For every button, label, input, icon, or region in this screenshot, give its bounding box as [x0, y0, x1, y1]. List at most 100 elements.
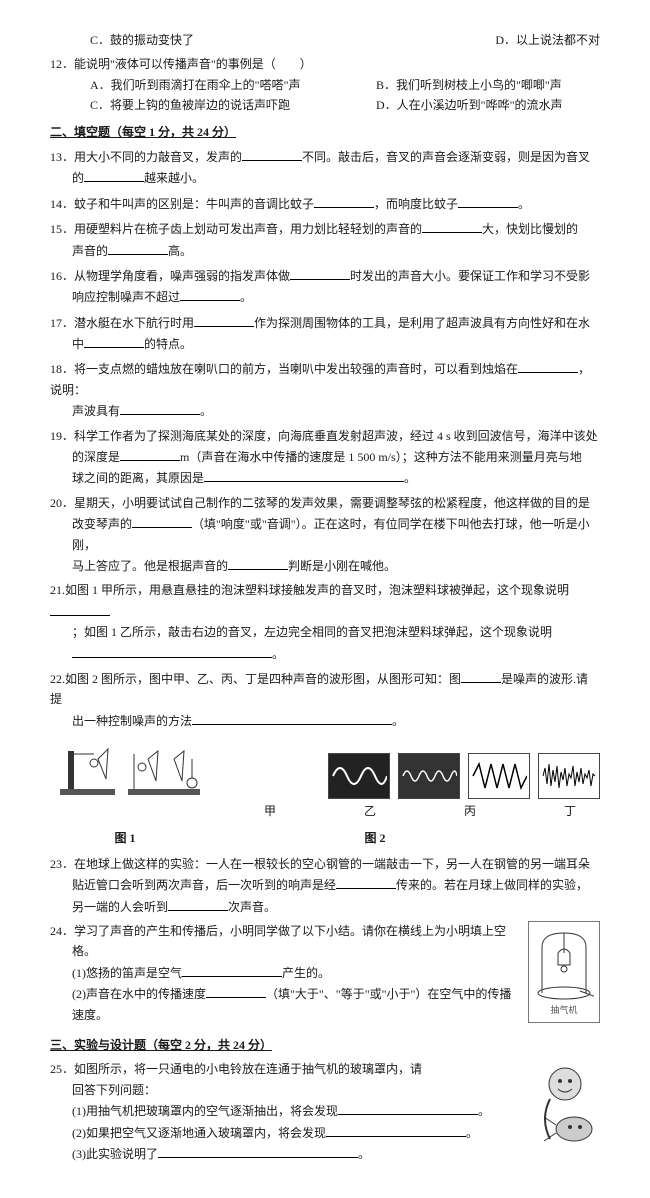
q18: 18．将一支点燃的蜡烛放在喇叭口的前方，当喇叭中发出较强的声音时，可以看到烛焰在… [50, 358, 600, 421]
q25-p7: (3)此实验说明了 [72, 1147, 158, 1161]
fig1-jia-icon [50, 739, 120, 799]
q23-p3: 传来的。若在月球上做同样的实验， [396, 878, 588, 892]
q15-p3: 声音的 [72, 244, 108, 258]
blank[interactable] [120, 446, 180, 461]
q16: 16．从物理学角度看，噪声强弱的指发声体做 时发出的声音大小。要保证工作和学习不受… [50, 265, 600, 308]
blank[interactable] [206, 983, 266, 998]
q25-p8: 。 [358, 1147, 370, 1161]
bell-jar-figure: 抽气机 [528, 921, 600, 1023]
q24-p4: 产生的。 [282, 966, 330, 980]
opt-d: D．以上说法都不对 [495, 30, 600, 50]
q17-p2: 作为探测周围物体的工具，是利用了超声波具有方向性好和在水 [254, 316, 590, 330]
q20-p4: 马上答应了。他是根据声音的 [72, 559, 228, 573]
blank[interactable] [290, 265, 350, 280]
q25-p6: 。 [466, 1126, 478, 1140]
q20: 20．星期天，小明要试试自己制作的二弦琴的发声效果，需要调整琴弦的松紧程度，他这… [50, 493, 600, 577]
blank[interactable] [84, 167, 144, 182]
blank[interactable] [192, 710, 392, 725]
q22-p1: 22.如图 2 图所示，图中甲、乙、丙、丁是四种声音的波形图，从图形可知：图 [50, 672, 461, 686]
blank[interactable] [168, 896, 228, 911]
q22-p3: 出一种控制噪声的方法 [72, 714, 192, 728]
wave-yi [398, 753, 460, 799]
blank[interactable] [458, 193, 518, 208]
q13-p3: 的 [72, 171, 84, 185]
q19-p1: 19．科学工作者为了探测海底某处的深度，向海底垂直发射超声波，经过 4 s 收到… [50, 426, 600, 446]
blank[interactable] [50, 601, 110, 616]
q21-p2: ；如图 1 乙所示，敲击右边的音叉，左边完全相同的音叉把泡沫塑料球弹起，这个现象… [72, 625, 552, 639]
q23: 23．在地球上做这样的实验：一人在一根较长的空心钢管的一端敲击一下，另一人在钢管… [50, 854, 600, 917]
q25-p3: (1)用抽气机把玻璃罩内的空气逐渐抽出，将会发现 [72, 1104, 338, 1118]
q13-p1: 13．用大小不同的力敲音叉，发声的 [50, 150, 242, 164]
blank[interactable] [182, 962, 282, 977]
section-2-title: 二、填空题（每空 1 分，共 24 分） [50, 122, 600, 142]
q25-p1: 25．如图所示，将一只通电的小电铃放在连通于抽气机的玻璃罩内，请 [50, 1059, 600, 1079]
q14-p3: 。 [518, 197, 530, 211]
q15-p1: 15．用硬塑料片在梳子齿上划动可发出声音，用力划比轻轻划的声音的 [50, 222, 422, 236]
q23-p1: 23．在地球上做这样的实验：一人在一根较长的空心钢管的一端敲击一下，另一人在钢管… [50, 854, 600, 874]
q17-p4: 的特点。 [144, 337, 192, 351]
q12-c: C．将要上钩的鱼被岸边的说话声吓跑 [90, 95, 354, 115]
blank[interactable] [84, 333, 144, 348]
bell-jar-label: 抽气机 [550, 1003, 577, 1018]
q21-p1: 21.如图 1 甲所示，用悬直悬挂的泡沫塑料球接触发声的音叉时，泡沫塑料球被弹起… [50, 583, 569, 597]
blank[interactable] [72, 643, 272, 658]
q23-p4: 另一端的人会听到 [72, 900, 168, 914]
q21: 21.如图 1 甲所示，用悬直悬挂的泡沫塑料球接触发声的音叉时，泡沫塑料球被弹起… [50, 580, 600, 664]
ear-figure [530, 1059, 600, 1159]
fig1-label: 图 1 [50, 828, 200, 848]
q14-p1: 14．蚊子和牛叫声的区别是：牛叫声的音调比蚊子 [50, 197, 314, 211]
q15-p2: 大，快划比慢划的 [482, 222, 578, 236]
q16-p1: 16．从物理学角度看，噪声强弱的指发声体做 [50, 269, 290, 283]
q25-p4: 。 [478, 1104, 490, 1118]
q16-p2: 时发出的声音大小。要保证工作和学习不受影 [350, 269, 590, 283]
section-3-title: 三、实验与设计题（每空 2 分，共 24 分） [50, 1035, 600, 1055]
q13-p2: 不同。敲击后，音叉的声音会逐渐变弱，则是因为音叉 [302, 150, 590, 164]
wave-bing [468, 753, 530, 799]
blank[interactable] [461, 668, 501, 683]
q23-p5: 次声音。 [228, 900, 276, 914]
q24: 24．学习了声音的产生和传播后，小明同学做了以下小结。请你在横线上为小明填上空 … [50, 921, 600, 1025]
blank[interactable] [314, 193, 374, 208]
q12-b: B．我们听到树枝上小鸟的"唧唧"声 [376, 75, 640, 95]
blank[interactable] [158, 1143, 358, 1158]
blank[interactable] [132, 513, 192, 528]
q15-p4: 高。 [168, 244, 192, 258]
q18-p3: 声波具有 [72, 404, 120, 418]
wave-ding [538, 753, 600, 799]
q24-p3: (1)悠扬的笛声是空气 [72, 966, 182, 980]
q12-d: D．人在小溪边听到"哗哗"的流水声 [376, 95, 640, 115]
blank[interactable] [422, 218, 482, 233]
blank[interactable] [120, 400, 200, 415]
blank[interactable] [518, 358, 578, 373]
q13-p4: 越来越小。 [144, 171, 204, 185]
q20-p5: 判断是小刚在喊他。 [288, 559, 396, 573]
blank[interactable] [326, 1122, 466, 1137]
blank[interactable] [204, 467, 404, 482]
label-ding: 丁 [540, 801, 600, 821]
opt-c: C．鼓的振动变快了 [90, 30, 194, 50]
q12: 12．能说明"液体可以传播声音"的事例是（ ） A．我们听到雨滴打在雨伞上的"嗒… [50, 54, 600, 115]
blank[interactable] [180, 286, 240, 301]
q18-p1: 18．将一支点燃的蜡烛放在喇叭口的前方，当喇叭中发出较强的声音时，可以看到烛焰在 [50, 362, 518, 376]
q23-p2: 贴近管口会听到两次声音，后一次听到的响声是经 [72, 878, 336, 892]
fig1-yi-icon [124, 739, 204, 799]
blank[interactable] [194, 312, 254, 327]
blank[interactable] [108, 240, 168, 255]
blank[interactable] [228, 555, 288, 570]
q25-p2: 回答下列问题： [72, 1080, 600, 1100]
q25-p5: (2)如果把空气又逐渐地通入玻璃罩内，将会发现 [72, 1126, 326, 1140]
label-bing: 丙 [440, 801, 500, 821]
q20-p2: 改变琴声的 [72, 517, 132, 531]
q20-p1: 20．星期天，小明要试试自己制作的二弦琴的发声效果，需要调整琴弦的松紧程度，他这… [50, 493, 600, 513]
q17: 17．潜水艇在水下航行时用作为探测周围物体的工具，是利用了超声波具有方向性好和在… [50, 312, 600, 355]
blank[interactable] [338, 1100, 478, 1115]
q13: 13．用大小不同的力敲音叉，发声的 不同。敲击后，音叉的声音会逐渐变弱，则是因为音… [50, 146, 600, 189]
blank[interactable] [336, 874, 396, 889]
q21-p3: 。 [272, 647, 284, 661]
q16-p3: 响应控制噪声不超过 [72, 290, 180, 304]
figure-row [50, 739, 600, 799]
fig2-label: 图 2 [200, 828, 550, 848]
blank[interactable] [242, 146, 302, 161]
q14-p2: ，而响度比蚊子 [374, 197, 458, 211]
q16-p4: 。 [240, 290, 252, 304]
